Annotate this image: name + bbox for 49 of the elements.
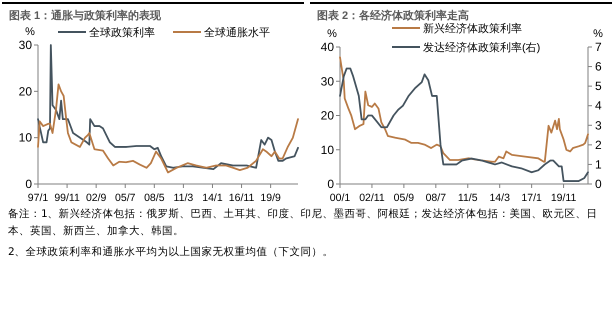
y2-tick-label: 3 bbox=[595, 118, 602, 132]
y2-tick-label: 0 bbox=[595, 177, 602, 191]
x-tick-label: 08/5 bbox=[144, 192, 165, 204]
y2-axis-title: % bbox=[593, 28, 604, 40]
line-series bbox=[339, 56, 589, 163]
x-tick-label: 14/1 bbox=[202, 192, 223, 204]
x-tick-label: 19/9 bbox=[260, 192, 282, 204]
text: 2、全球政策利率和通胀水平均为以上国家无权重均值（下文同）。 bbox=[8, 245, 335, 260]
y-tick-label: 30 bbox=[18, 38, 32, 52]
x-tick-label: 97/1 bbox=[28, 192, 48, 204]
y-tick-label: 10 bbox=[18, 130, 32, 145]
legend-label: 全球通胀水平 bbox=[204, 26, 270, 39]
y-tick-label: 10 bbox=[320, 142, 334, 157]
y-tick-label: 40 bbox=[320, 40, 334, 54]
line-series bbox=[37, 83, 299, 174]
text: 备注：1、新兴经济体包括：俄罗斯、巴西、土耳其、印度、印尼、墨西哥、阿根廷；发达经济体包括：美国、欧元区、日本、英国、新西兰、加拿大、韩国。 bbox=[8, 207, 599, 239]
line-series bbox=[37, 44, 299, 170]
x-tick-label: 99/11 bbox=[54, 192, 80, 204]
x-tick-label: 05/7 bbox=[115, 192, 136, 204]
chart-title: 图表 2：各经济体政策利率走高 bbox=[317, 9, 470, 22]
x-tick-label: 08/7 bbox=[426, 192, 446, 204]
y-tick-label: 20 bbox=[18, 84, 32, 98]
legend-label: 新兴经济体政策利率 bbox=[423, 22, 522, 35]
y-tick-label: 0 bbox=[327, 177, 334, 191]
y2-tick-label: 1 bbox=[595, 157, 602, 172]
x-tick-label: 16/11 bbox=[228, 192, 254, 204]
x-tick-label: 11/3 bbox=[174, 192, 194, 204]
y-axis-title: % bbox=[327, 28, 338, 40]
x-tick-label: 11/5 bbox=[458, 192, 478, 204]
y2-tick-label: 5 bbox=[595, 79, 602, 94]
x-tick-label: 19/11 bbox=[550, 192, 576, 204]
chart-title: 图表 1：通胀与政策利率的表现 bbox=[9, 9, 162, 22]
line-series bbox=[339, 68, 589, 182]
y2-tick-label: 7 bbox=[595, 40, 602, 54]
legend-label: 发达经济体政策利率(右) bbox=[423, 41, 540, 54]
y2-tick-label: 4 bbox=[595, 98, 602, 113]
legend-label: 全球政策利率 bbox=[89, 26, 155, 39]
y-tick-label: 20 bbox=[320, 108, 334, 122]
y-axis-title: % bbox=[25, 26, 36, 38]
x-tick-label: 00/1 bbox=[330, 192, 350, 204]
y-tick-label: 0 bbox=[25, 177, 32, 191]
y-tick-label: 30 bbox=[320, 74, 334, 88]
y2-tick-label: 6 bbox=[595, 60, 602, 74]
x-tick-label: 02/11 bbox=[359, 192, 385, 204]
x-tick-label: 02/9 bbox=[86, 192, 107, 204]
x-tick-label: 17/1 bbox=[521, 192, 542, 204]
y2-tick-label: 2 bbox=[595, 138, 602, 152]
x-tick-label: 14/3 bbox=[489, 192, 510, 204]
x-tick-label: 05/9 bbox=[394, 192, 414, 204]
